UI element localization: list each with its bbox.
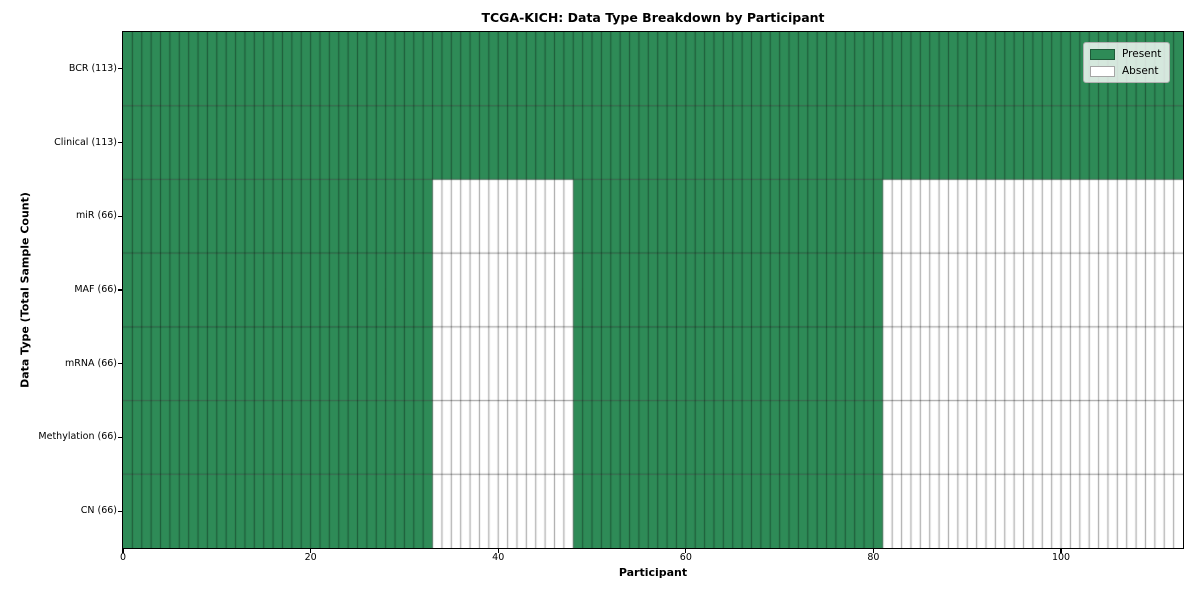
x-axis-label: Participant xyxy=(618,566,688,579)
x-tick-mark xyxy=(310,548,312,553)
y-tick-label: Methylation (66) xyxy=(38,431,117,443)
x-tick-label: 100 xyxy=(1051,552,1071,563)
y-tick-mark xyxy=(117,289,122,291)
legend-swatch-present xyxy=(1090,48,1115,60)
x-tick-mark xyxy=(685,548,687,553)
heatmap-grid-canvas xyxy=(123,32,1183,548)
plot-area xyxy=(122,31,1184,549)
y-tick-label: MAF (66) xyxy=(74,284,117,295)
y-tick-mark xyxy=(117,68,122,70)
x-tick-mark xyxy=(1060,548,1062,553)
x-tick-label: 20 xyxy=(304,552,317,563)
chart-title: TCGA-KICH: Data Type Breakdown by Partic… xyxy=(481,10,825,25)
y-tick-mark xyxy=(117,141,122,144)
legend-swatch-absent xyxy=(1090,65,1115,77)
y-tick-mark xyxy=(117,510,122,512)
y-tick-mark xyxy=(117,436,122,439)
x-tick-label: 60 xyxy=(679,552,692,563)
x-tick-label: 0 xyxy=(119,552,127,563)
y-tick-label: Clinical (113) xyxy=(54,136,117,148)
legend-item-label: Present xyxy=(1122,48,1162,60)
legend-item-absent: Absent xyxy=(1090,65,1161,77)
legend-item-present: Present xyxy=(1090,48,1161,60)
y-tick-label: CN (66) xyxy=(80,505,117,517)
y-tick-label: miR (66) xyxy=(75,210,117,222)
y-tick-mark xyxy=(117,363,122,365)
legend-item-label: Absent xyxy=(1122,65,1159,77)
y-tick-label: BCR (113) xyxy=(68,62,117,74)
x-tick-label: 40 xyxy=(492,552,505,563)
x-tick-mark xyxy=(872,548,875,553)
y-tick-mark xyxy=(117,215,122,217)
legend: Present Absent xyxy=(1083,42,1171,83)
y-tick-label: mRNA (66) xyxy=(65,357,117,369)
x-tick-mark xyxy=(497,548,499,553)
x-tick-label: 80 xyxy=(867,552,880,563)
x-tick-mark xyxy=(122,548,124,553)
